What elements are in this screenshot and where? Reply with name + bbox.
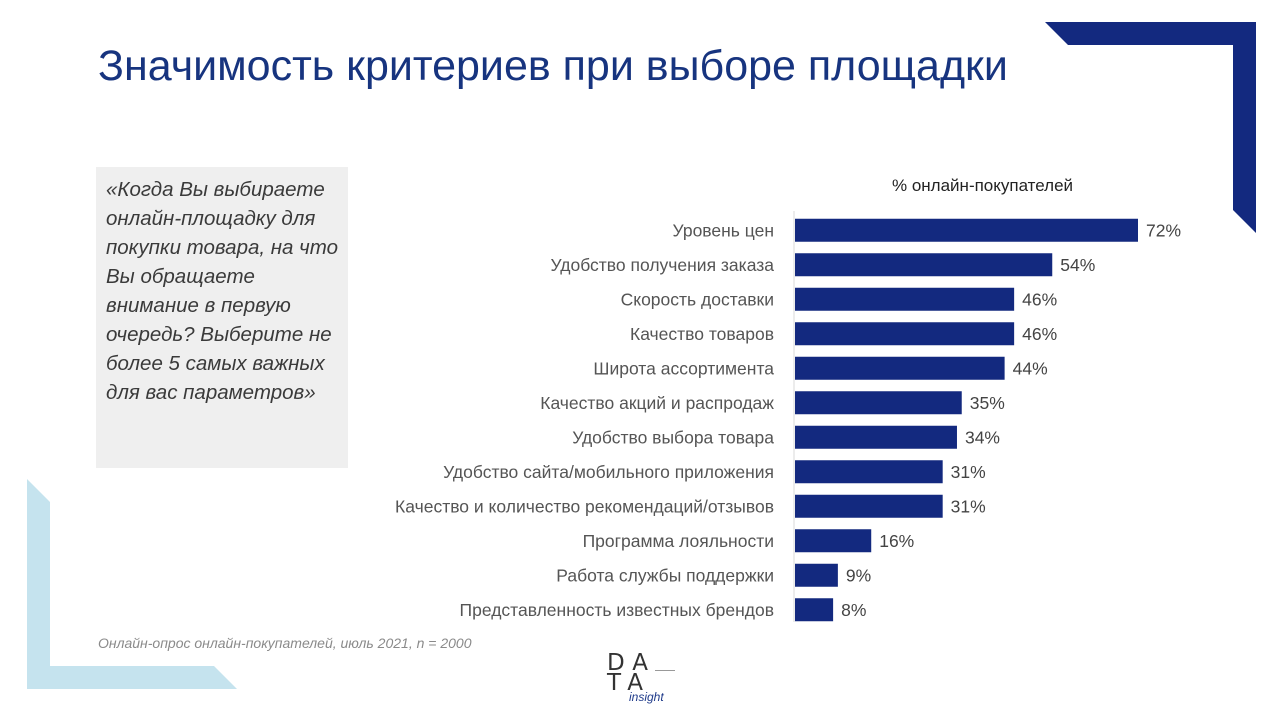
- value-label-4: 46%: [1022, 324, 1057, 344]
- value-label-11: 9%: [846, 565, 871, 585]
- value-label-10: 16%: [879, 531, 914, 551]
- bar-7: [795, 425, 957, 449]
- value-label-1: 72%: [1146, 220, 1181, 240]
- bar-2: [795, 253, 1053, 277]
- category-label-5: Широта ассортимента: [593, 358, 774, 378]
- source-footnote: Онлайн-опрос онлайн-покупателей, июль 20…: [98, 635, 472, 651]
- bar-5: [795, 356, 1005, 380]
- logo-subtext: insight: [629, 690, 664, 704]
- bar-8: [795, 460, 943, 484]
- value-label-3: 46%: [1022, 289, 1057, 309]
- logo-rule: [655, 670, 675, 671]
- value-label-12: 8%: [841, 600, 866, 620]
- value-label-6: 35%: [970, 393, 1005, 413]
- category-label-1: Уровень цен: [673, 220, 775, 240]
- category-label-4: Качество товаров: [630, 324, 774, 344]
- value-label-5: 44%: [1013, 358, 1048, 378]
- category-label-9: Качество и количество рекомендаций/отзыв…: [395, 496, 774, 516]
- category-label-11: Работа службы поддержки: [556, 565, 774, 585]
- value-label-2: 54%: [1060, 255, 1095, 275]
- bar-10: [795, 529, 872, 553]
- logo-text-line2: TA: [607, 670, 651, 696]
- value-label-8: 31%: [951, 462, 986, 482]
- category-label-12: Представленность известных брендов: [460, 600, 774, 620]
- logo-text-line1: DA: [607, 650, 657, 676]
- bar-6: [795, 391, 962, 415]
- bar-12: [795, 598, 834, 622]
- bar-1: [795, 218, 1138, 242]
- value-label-9: 31%: [951, 496, 986, 516]
- bar-9: [795, 494, 943, 518]
- bar-11: [795, 563, 838, 587]
- value-label-7: 34%: [965, 427, 1000, 447]
- bar-3: [795, 287, 1015, 311]
- category-label-3: Скорость доставки: [621, 289, 774, 309]
- survey-question: «Когда Вы выбираете онлайн-площадку для …: [96, 167, 348, 468]
- chart-subtitle: % онлайн-покупателей: [892, 176, 1074, 195]
- bar-4: [795, 322, 1015, 346]
- corner-decoration-bottom-left: [27, 479, 237, 689]
- category-label-10: Программа лояльности: [583, 531, 774, 551]
- category-label-7: Удобство выбора товара: [572, 427, 774, 447]
- category-label-8: Удобство сайта/мобильного приложения: [443, 462, 774, 482]
- category-label-2: Удобство получения заказа: [551, 255, 775, 275]
- page-title: Значимость критериев при выборе площадки: [98, 42, 1008, 90]
- category-label-6: Качество акций и распродаж: [540, 393, 774, 413]
